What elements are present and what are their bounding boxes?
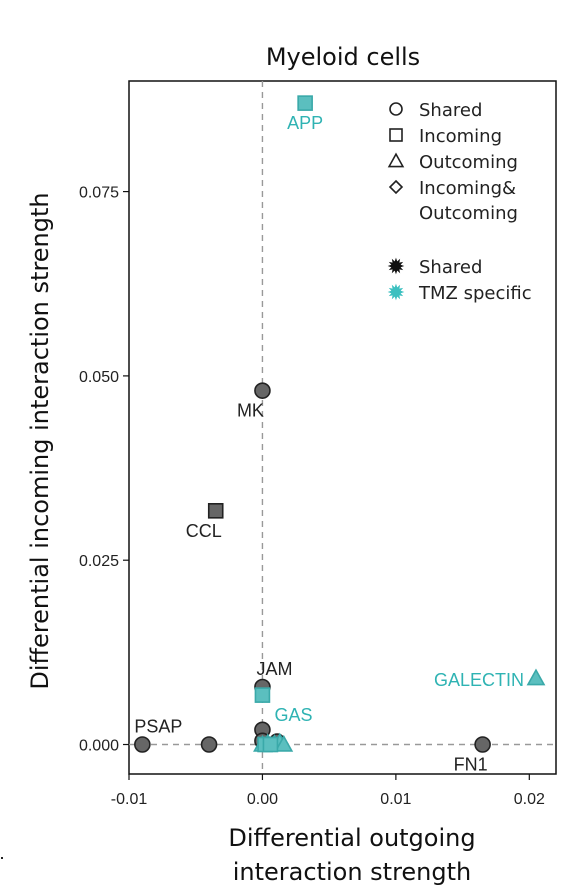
x-tick-label: 0.02 [514, 791, 545, 808]
psap-label: PSAP [134, 717, 182, 737]
data-points [134, 95, 546, 753]
x-axis-title-line-2: interaction strength [233, 858, 472, 886]
unlabeled-point [262, 736, 279, 753]
chart-title: Myeloid cells [266, 43, 420, 71]
legend-shape-label: Incoming [419, 126, 502, 147]
circle-legend-icon [389, 102, 403, 116]
diamond-legend-icon [388, 179, 404, 195]
gas-point [254, 687, 271, 703]
legend-shape-label: Outcoming [419, 152, 518, 173]
y-tick-label: 0.025 [79, 553, 119, 570]
legend-shape-label: Shared [419, 100, 482, 121]
square-legend-icon [389, 128, 403, 142]
x-tick-label: 0.00 [247, 791, 278, 808]
jam-label: JAM [256, 659, 292, 679]
unlabeled-point [200, 736, 218, 753]
x-axis: -0.01 0.00 0.01 0.02 [111, 774, 545, 808]
app-point [297, 95, 313, 111]
galectin-label: GALECTIN [434, 670, 524, 690]
y-tick-label: 0.000 [79, 738, 119, 755]
y-axis-title: Differential incoming interaction streng… [26, 192, 54, 689]
psap-point [134, 736, 151, 753]
fn1-point [474, 736, 491, 753]
triangle-legend-icon [387, 152, 405, 168]
color-legend-swatch: ✹ [387, 255, 405, 280]
y-axis: 0.000 0.025 0.050 0.075 [79, 185, 129, 755]
plot-frame [128, 80, 557, 775]
galectin-point [526, 668, 546, 686]
mk-label: MK [237, 401, 264, 421]
legend: Shared Incoming Outcoming Incoming&Outcomin… [387, 100, 532, 306]
legend-color-label: TMZ specific [418, 283, 532, 304]
x-axis-title-line-1: Differential outgoing [228, 824, 475, 852]
gas-label: GAS [274, 705, 312, 725]
mk-point [254, 382, 271, 399]
legend-shape-label: Incoming& [419, 178, 516, 199]
x-tick-label: 0.01 [380, 791, 411, 808]
fn1-label: FN1 [454, 755, 488, 775]
app-label: APP [287, 113, 323, 133]
color-legend-swatch: ✹ [387, 281, 405, 306]
y-tick-label: 0.075 [79, 185, 119, 202]
margin-mark [1, 857, 3, 859]
y-tick-label: 0.050 [79, 369, 119, 386]
x-tick-label: -0.01 [111, 791, 148, 808]
point-labels: APP MK CCL JAM GAS GALECTIN PSAP FN1 [134, 113, 524, 774]
unlabeled-point [274, 734, 294, 752]
legend-shape-label: Outcoming [419, 203, 518, 224]
legend-color-label: Shared [419, 257, 482, 278]
ccl-point [207, 503, 224, 519]
ccl-label: CCL [186, 521, 222, 541]
